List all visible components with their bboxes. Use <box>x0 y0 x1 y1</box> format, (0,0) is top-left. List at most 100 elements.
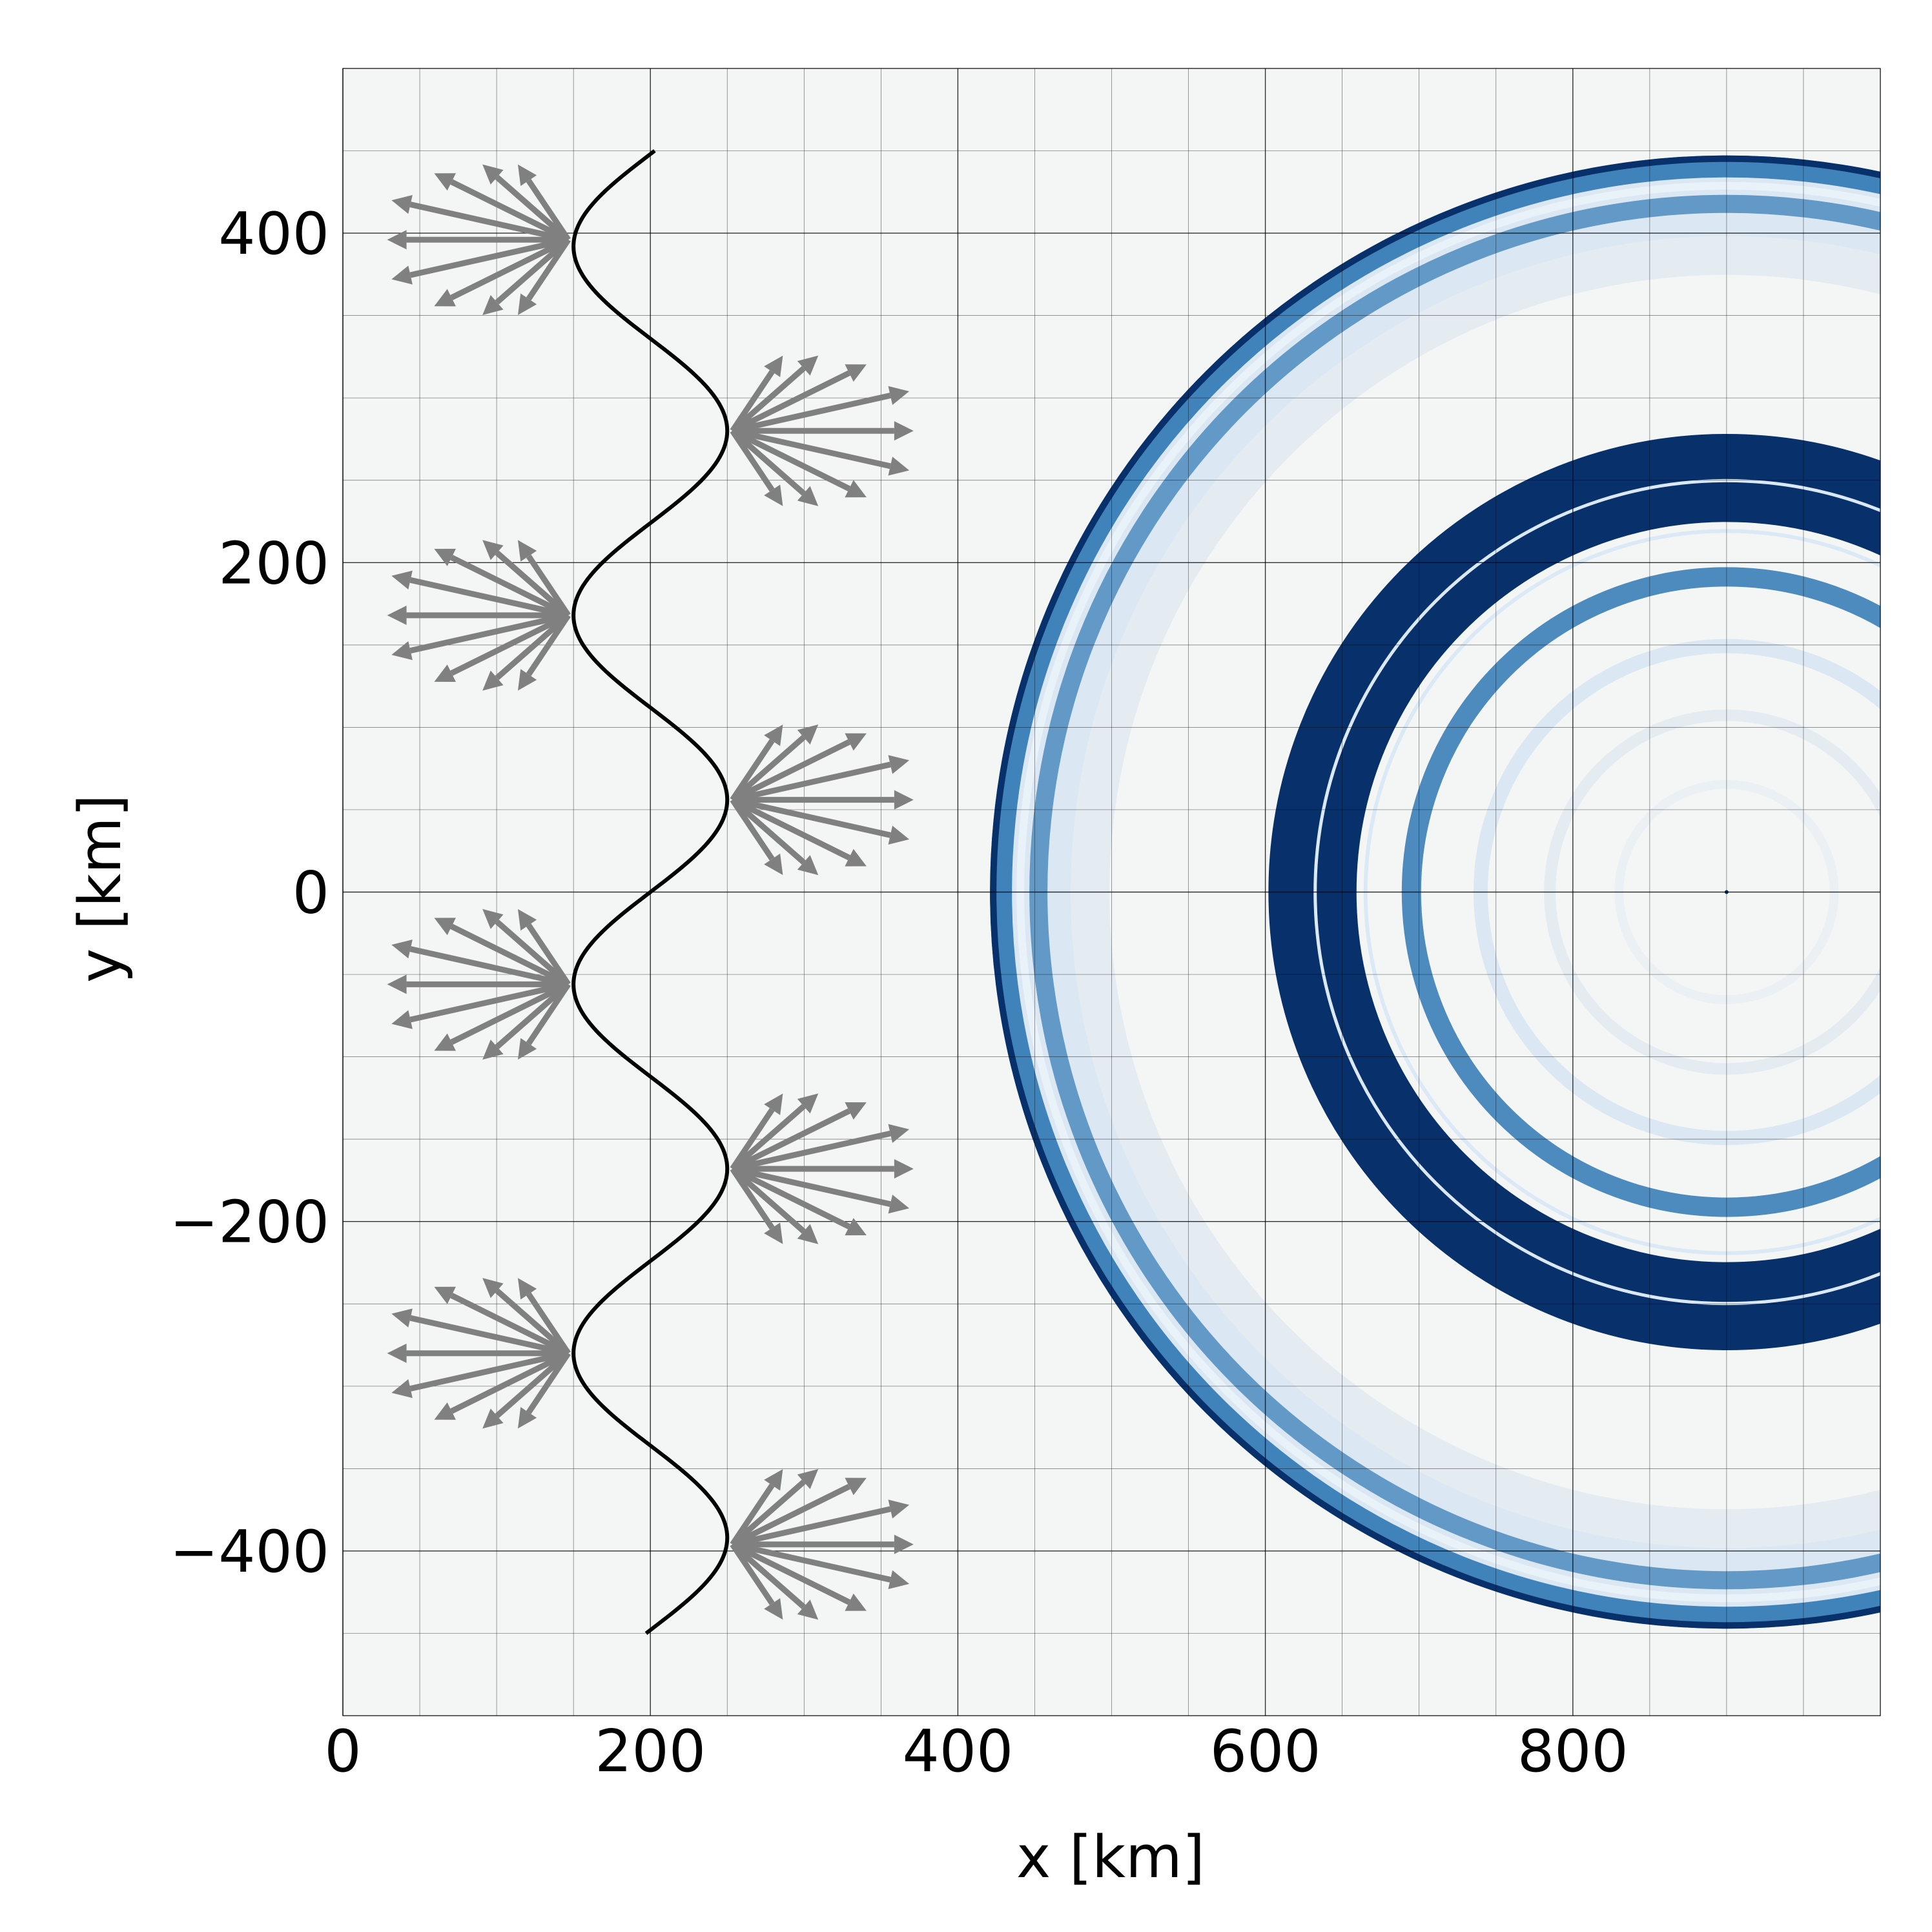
arrow-fan <box>387 909 571 1060</box>
arrow-shaft <box>731 1484 851 1547</box>
arrow-fan <box>730 355 914 506</box>
arrow-shaft <box>732 393 891 434</box>
arrow-head <box>391 194 413 214</box>
arrow-head <box>888 1499 910 1519</box>
arrow-head <box>482 670 504 691</box>
arrow-head <box>391 265 413 285</box>
arrow-shaft <box>730 429 775 492</box>
arrow-shaft <box>730 370 775 433</box>
grid-lines <box>342 68 1881 1716</box>
arrow-shaft <box>495 613 571 681</box>
arrow-shaft <box>526 923 571 986</box>
arrow-head <box>517 164 537 187</box>
arrow-shaft <box>731 1541 851 1605</box>
arrow-head <box>434 548 456 566</box>
arrow-shaft <box>730 739 775 802</box>
arrow-head <box>764 1093 783 1115</box>
arrow-head <box>482 1278 504 1299</box>
x-tick-label: 400 <box>903 1718 1014 1785</box>
arrow-head <box>845 480 867 498</box>
arrow-head <box>894 790 914 810</box>
arrow-fan <box>387 540 571 691</box>
arrow-head <box>517 669 537 691</box>
arrow-shaft <box>409 201 570 243</box>
arrow-head <box>482 1408 504 1429</box>
arrow-head <box>888 385 910 406</box>
arrow-shaft <box>730 1479 806 1547</box>
arrow-head <box>764 853 783 876</box>
arrow-head <box>517 293 537 315</box>
x-tick-label: 800 <box>1517 1718 1629 1785</box>
arrow-head <box>391 1379 413 1399</box>
arrow-shaft <box>450 981 570 1045</box>
arrow-fan <box>730 724 914 876</box>
arrow-fan <box>730 1093 914 1244</box>
arrow-head <box>517 1278 537 1300</box>
arrow-shaft <box>732 427 891 469</box>
arrow-head <box>845 848 867 867</box>
arrow-shaft <box>730 1542 806 1609</box>
y-tick-label: 0 <box>293 859 329 927</box>
x-axis-label: x [km] <box>1016 1824 1205 1891</box>
arrow-shaft <box>526 1292 571 1355</box>
arrow-shaft <box>730 1543 775 1605</box>
arrow-shaft <box>495 1351 571 1419</box>
arrow-shaft <box>450 1350 570 1414</box>
arrow-head <box>434 1286 456 1304</box>
arrow-head <box>517 540 537 562</box>
arrow-head <box>894 421 914 441</box>
arrow-shaft <box>495 175 571 242</box>
arrow-shaft <box>495 237 571 305</box>
arrow-shaft <box>495 1288 571 1356</box>
arrow-shaft <box>526 613 571 677</box>
arrow-head <box>845 733 867 751</box>
x-axis-ticks: 0 200 400 600 800 <box>324 1718 1628 1785</box>
arrow-head <box>387 605 407 625</box>
y-tick-label: 200 <box>218 529 329 597</box>
arrow-head <box>391 641 413 661</box>
arrow-shaft <box>409 1315 570 1357</box>
arrow-head <box>482 294 504 315</box>
arrow-shaft <box>409 1350 570 1392</box>
arrow-shaft <box>495 981 571 1049</box>
arrow-shaft <box>732 1166 891 1208</box>
arrow-head <box>764 1469 783 1491</box>
arrow-shaft <box>450 923 570 987</box>
arrow-head <box>764 1222 783 1244</box>
arrow-head <box>434 1402 456 1420</box>
arrow-shaft <box>450 237 570 300</box>
arrow-shaft <box>730 735 806 803</box>
arrow-head <box>434 918 456 936</box>
arrow-head <box>845 1218 867 1236</box>
arrow-head <box>482 540 504 560</box>
axes-frame <box>342 68 1881 1716</box>
arrow-head <box>845 364 867 382</box>
arrow-head <box>888 825 910 845</box>
arrow-shaft <box>732 1541 891 1583</box>
arrow-shaft <box>731 428 851 491</box>
arrow-head <box>391 940 413 959</box>
arrow-shaft <box>732 1130 891 1172</box>
arrow-head <box>797 355 819 376</box>
arrow-shaft <box>730 797 806 865</box>
arrow-head <box>391 570 413 590</box>
arrow-head <box>764 355 783 377</box>
arrow-shaft <box>730 1167 775 1230</box>
x-tick-label: 0 <box>324 1718 361 1785</box>
arrow-head <box>517 909 537 931</box>
arrow-head <box>797 855 819 876</box>
arrow-head <box>482 909 504 929</box>
y-tick-label: −400 <box>170 1518 329 1586</box>
arrow-head <box>797 1469 819 1490</box>
arrow-shaft <box>526 1351 571 1414</box>
arrow-fan <box>387 1278 571 1429</box>
arrow-shaft <box>731 370 851 434</box>
arrow-shaft <box>730 365 806 433</box>
arrow-shaft <box>730 1107 775 1171</box>
arrow-shaft <box>450 179 570 243</box>
arrow-shaft <box>731 797 851 861</box>
arrow-head <box>845 1477 867 1495</box>
arrow-shaft <box>732 1506 891 1548</box>
arrow-head <box>845 1593 867 1611</box>
